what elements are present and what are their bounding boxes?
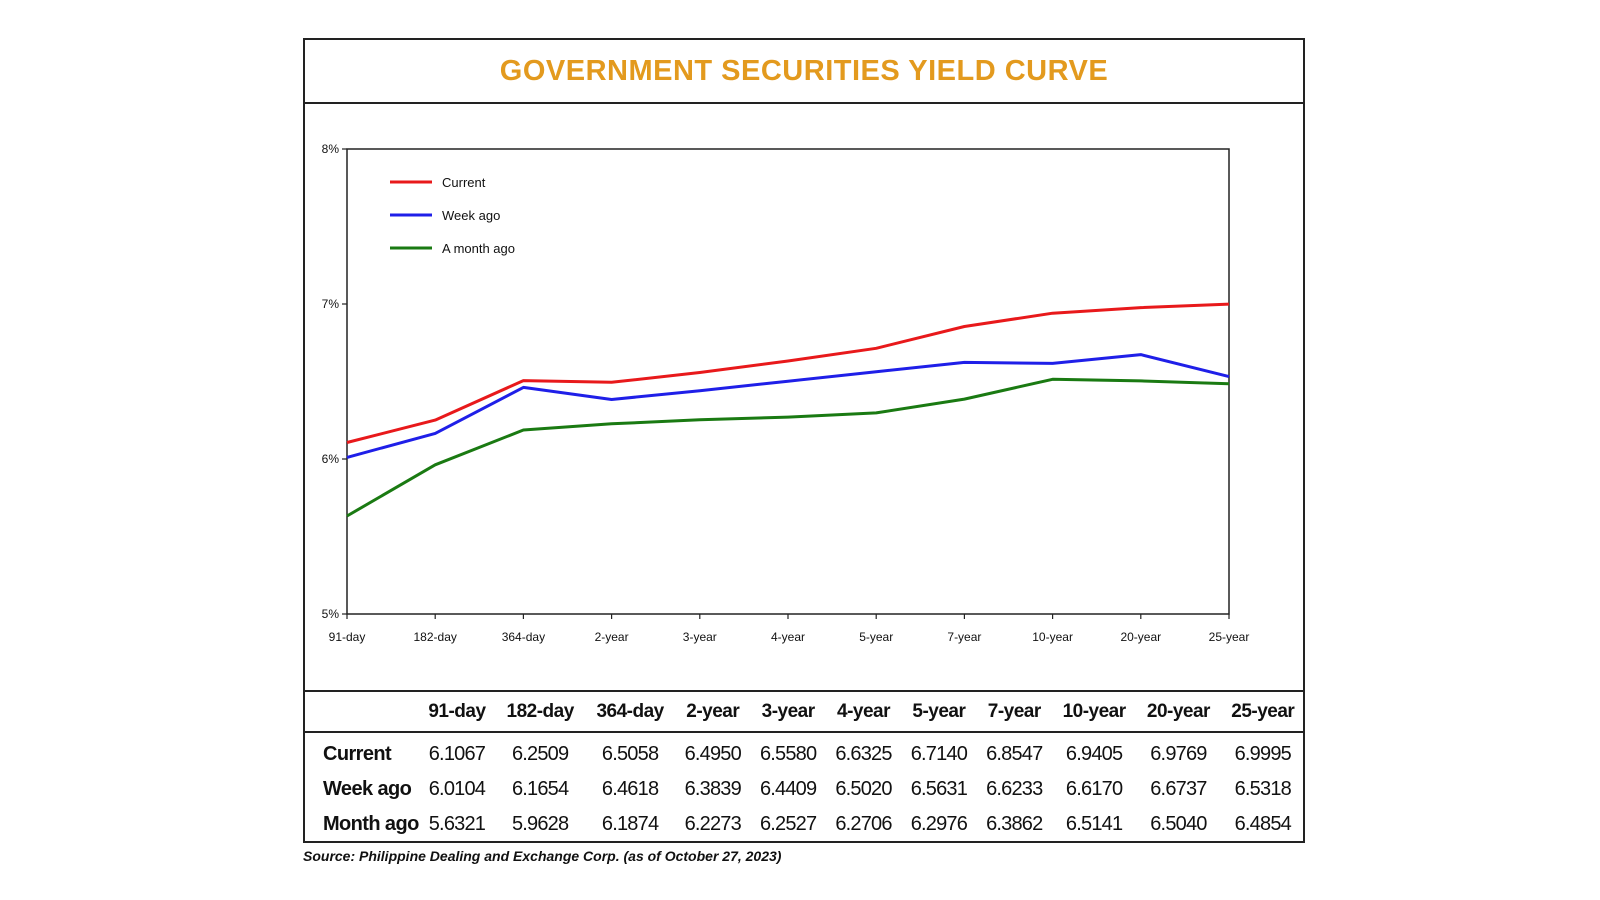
- table-cell: 6.2273: [684, 813, 742, 835]
- yield-table: 91-day 182-day 364-day 2-year 3-year 4-year 5-…: [305, 692, 1305, 842]
- table-row: Current 6.1067 6.2509 6.5058 6.4950 6.5580 6.6…: [305, 731, 1305, 772]
- table-cell: 6.1067: [428, 743, 486, 765]
- x-tick-label: 10-year: [1032, 630, 1073, 644]
- legend-label: Current: [442, 175, 486, 190]
- table-cell: 6.6233: [986, 778, 1043, 800]
- table-cell: 6.5040: [1150, 813, 1207, 835]
- table-column-header: 3-year: [761, 700, 816, 722]
- table-cell: 6.6737: [1150, 778, 1207, 800]
- table-cell: 6.4950: [684, 743, 742, 765]
- table-cell: 6.5020: [835, 778, 892, 800]
- table-column-header: 20-year: [1146, 700, 1211, 722]
- table-column-header: 91-day: [428, 700, 486, 722]
- x-tick-label: 182-day: [414, 630, 457, 644]
- x-tick-label: 4-year: [771, 630, 805, 644]
- x-tick-label: 364-day: [502, 630, 545, 644]
- table-cell: 6.0104: [428, 778, 486, 800]
- table-cell: 6.9995: [1234, 743, 1292, 765]
- table-cell: 6.5318: [1234, 778, 1292, 800]
- table-cell: 6.5141: [1065, 813, 1123, 835]
- y-tick-label: 7%: [322, 297, 340, 311]
- table-row-label: Month ago: [323, 813, 419, 835]
- chart-legend: Current Week ago A month ago: [390, 175, 515, 256]
- y-tick-label: 6%: [322, 452, 340, 466]
- table-cell: 6.5631: [910, 778, 968, 800]
- line-chart: 5% 6% 7% 8% 91-day 182-day 364-day 2-year 3-year…: [322, 142, 1250, 644]
- chart-title: GOVERNMENT SECURITIES YIELD CURVE: [499, 54, 1109, 87]
- table-column-header: 25-year: [1231, 700, 1295, 722]
- table-top-divider: [305, 690, 1303, 692]
- table-cell: 6.9769: [1150, 743, 1207, 765]
- source-note: Source: Philippine Dealing and Exchange …: [303, 848, 782, 864]
- x-tick-label: 25-year: [1209, 630, 1250, 644]
- x-tick-label: 3-year: [683, 630, 717, 644]
- table-cell: 6.5058: [601, 743, 659, 765]
- table-cell: 6.3862: [986, 813, 1043, 835]
- y-tick-label: 5%: [322, 607, 340, 621]
- table-column-header: 364-day: [596, 700, 664, 722]
- legend-label: Week ago: [442, 208, 500, 223]
- table-corner-cell: [305, 692, 419, 731]
- table-cell: 6.7140: [910, 743, 968, 765]
- series-line-current: [346, 302, 1230, 444]
- series-line-a-month-ago: [346, 377, 1230, 518]
- table-cell: 6.2527: [759, 813, 817, 835]
- legend-label: A month ago: [442, 241, 515, 256]
- table-column-header: 182-day: [506, 700, 575, 722]
- x-tick-label: 7-year: [947, 630, 981, 644]
- chart-frame: GOVERNMENT SECURITIES YIELD CURVE 5% 6% 7%…: [303, 38, 1305, 843]
- x-tick-label: 5-year: [859, 630, 893, 644]
- table-cell: 6.6325: [835, 743, 892, 765]
- table-cell: 6.1874: [601, 813, 659, 835]
- x-tick-label: 2-year: [595, 630, 629, 644]
- table-row: Week ago 6.0104 6.1654 6.4618 6.3839 6.4409 6.…: [305, 772, 1305, 807]
- table-cell: 6.2976: [910, 813, 968, 835]
- table-cell: 6.9405: [1065, 743, 1123, 765]
- table-cell: 6.2706: [835, 813, 892, 835]
- table-cell: 6.4618: [601, 778, 659, 800]
- table-row: Month ago 5.6321 5.9628 6.1874 6.2273 6.2527 6…: [305, 807, 1305, 842]
- x-tick-label: 91-day: [329, 630, 366, 644]
- table-row-label: Current: [323, 743, 392, 765]
- table-column-header: 4-year: [837, 700, 891, 722]
- table-cell: 6.5580: [759, 743, 817, 765]
- table-cell: 5.9628: [511, 813, 569, 835]
- table-cell: 6.4409: [759, 778, 817, 800]
- table-cell: 5.6321: [428, 813, 486, 835]
- table-row-label: Week ago: [323, 778, 412, 800]
- table-column-header: 7-year: [987, 700, 1042, 722]
- table-body: Current 6.1067 6.2509 6.5058 6.4950 6.5580 6.6…: [305, 731, 1305, 842]
- series-line-week-ago: [346, 353, 1230, 459]
- table-header-row: 91-day 182-day 364-day 2-year 3-year 4-year 5-…: [305, 692, 1305, 731]
- table-column-header: 2-year: [686, 700, 740, 722]
- table-cell: 6.4854: [1234, 813, 1292, 835]
- y-tick-label: 8%: [322, 142, 340, 156]
- table-cell: 6.1654: [511, 778, 569, 800]
- x-tick-label: 20-year: [1120, 630, 1161, 644]
- table-cell: 6.6170: [1065, 778, 1123, 800]
- chart-series: [346, 302, 1230, 518]
- table-column-header: 5-year: [912, 700, 966, 722]
- table-cell: 6.8547: [986, 743, 1043, 765]
- table-header-divider: [305, 731, 1303, 733]
- table-column-header: 10-year: [1062, 700, 1127, 722]
- chart-axes: 5% 6% 7% 8% 91-day 182-day 364-day 2-year 3-year…: [322, 142, 1250, 644]
- table-cell: 6.2509: [511, 743, 569, 765]
- table-cell: 6.3839: [684, 778, 742, 800]
- title-bar: GOVERNMENT SECURITIES YIELD CURVE: [305, 40, 1303, 104]
